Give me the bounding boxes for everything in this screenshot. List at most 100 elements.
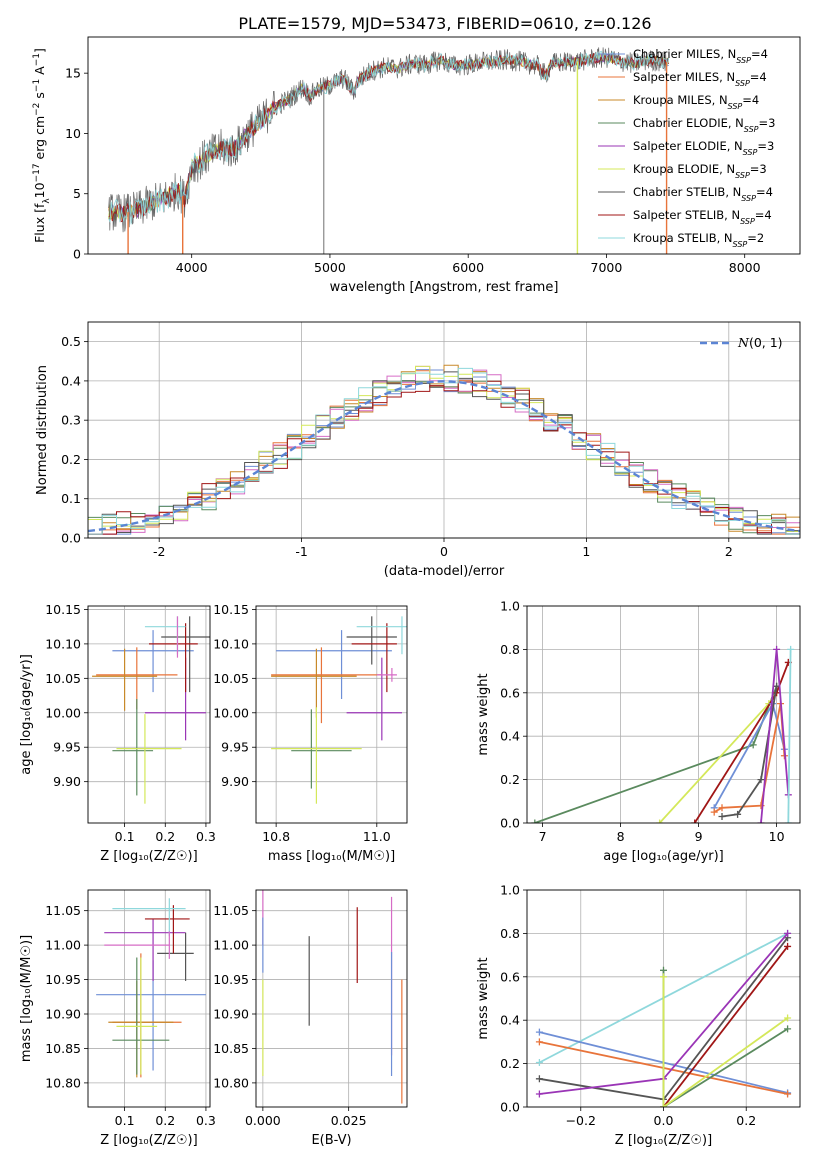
y-tick-label: 1.0 xyxy=(500,599,520,614)
chart-mass_vs_ebv: 0.000 0.025 10.80 10.85 10.90 10.95 11.00 11.05… xyxy=(213,889,408,1148)
plot-area xyxy=(92,616,210,804)
y-axis-label-part: −1 xyxy=(32,53,42,66)
y-axis-label: mass [log₁₀(M/M☉)] xyxy=(19,935,34,1062)
y-tick-label: 10.10 xyxy=(45,636,81,651)
legend-label: Chabrier STELIB, NSSP=4 xyxy=(633,185,773,203)
x-tick-label: 0.1 xyxy=(115,829,135,844)
legend-label-sub: SSP xyxy=(743,148,758,157)
x-tick-label: 0.025 xyxy=(331,1113,367,1128)
x-tick-label: 7000 xyxy=(591,260,623,275)
plot-area xyxy=(535,929,792,1107)
x-axis-label: (data-model)/error xyxy=(384,564,505,579)
legend-label: Salpeter ELODIE, NSSP=3 xyxy=(633,139,774,157)
y-tick-label: 0.0 xyxy=(500,1100,520,1115)
y-tick-label: 0.3 xyxy=(61,413,81,428)
errorbar-krou_miles xyxy=(271,648,357,718)
legend-label: N(0, 1) xyxy=(737,335,783,350)
y-axis-label: age [log₁₀(age/yr)] xyxy=(19,654,34,775)
axes-frame xyxy=(255,605,408,824)
weight-marker xyxy=(535,1028,543,1036)
errorbar-krou_miles xyxy=(92,648,158,711)
y-tick-label: 10.00 xyxy=(45,705,81,720)
weight-marker xyxy=(656,819,664,823)
y-tick-label: 11.00 xyxy=(213,938,249,953)
chart-mass_vs_Z: 0.1 0.2 0.3 10.80 10.85 10.90 10.95 11.00 11.05 Z… xyxy=(19,889,216,1148)
y-axis-label-part: −17 xyxy=(32,163,42,182)
errorbar-krou_elodie xyxy=(116,714,182,804)
errorbar-salp_miles xyxy=(271,647,382,724)
x-axis-label: Z [log₁₀(Z/Z☉)] xyxy=(615,1133,712,1148)
errorbar-krou_stelib xyxy=(356,616,407,655)
legend-label-sub: SSP xyxy=(733,240,748,249)
weight-marker xyxy=(660,973,667,981)
x-tick-label: 0.2 xyxy=(155,1113,175,1128)
spectrum-line-chab_elodie xyxy=(108,52,669,220)
weight-line-chab_elodie xyxy=(662,970,789,1107)
y-tick-label: 0.6 xyxy=(500,685,520,700)
y-tick-label: 11.05 xyxy=(213,903,249,918)
y-tick-label: 10.05 xyxy=(213,671,249,686)
errorbar-chab_stelib xyxy=(346,616,397,665)
weight-marker xyxy=(531,819,539,823)
y-tick-label: 10 xyxy=(65,126,81,141)
chart-spectrum: 4000 5000 6000 7000 8000 0 5 10 15 wavelength [An… xyxy=(32,36,801,295)
y-tick-label: 0.8 xyxy=(500,642,520,657)
y-axis-label-part: s xyxy=(32,92,47,103)
y-tick-label: 10.95 xyxy=(213,972,249,987)
x-tick-label: 5000 xyxy=(314,260,346,275)
weight-marker xyxy=(660,966,667,974)
x-axis-label: Z [log₁₀(Z/Z☉)] xyxy=(100,1133,197,1148)
y-tick-label: 0.1 xyxy=(61,491,81,506)
x-tick-label: 0 xyxy=(440,544,448,559)
y-tick-label: 10.90 xyxy=(45,1007,81,1022)
plot-area xyxy=(96,898,206,1078)
weight-marker xyxy=(757,776,765,784)
axes-frame xyxy=(255,889,408,1108)
y-tick-label: 10.00 xyxy=(213,705,249,720)
weight-marker xyxy=(773,645,781,653)
x-axis-label: Z [log₁₀(Z/Z☉)] xyxy=(100,849,197,864)
plot-area xyxy=(531,645,795,823)
weight-line-krou_stelib xyxy=(787,649,792,823)
x-tick-label: 0.000 xyxy=(245,1113,281,1128)
y-tick-label: 0.2 xyxy=(500,772,520,787)
spectrum-line-chab_miles xyxy=(108,53,669,218)
legend-label-main: Kroupa MILES, N xyxy=(633,93,728,107)
spectrum-line-salp_elodie xyxy=(108,53,669,220)
weight-line-krou_elodie xyxy=(658,692,778,823)
x-tick-label: 0.2 xyxy=(155,829,175,844)
legend-label-sub: SSP xyxy=(736,56,751,65)
y-axis-label-part: erg cm xyxy=(32,116,47,164)
legend-label-tail: =3 xyxy=(757,139,774,153)
spectrum-line-krou_miles xyxy=(108,53,670,220)
x-tick-label: 9 xyxy=(695,829,703,844)
legend-symbol: N xyxy=(737,335,750,350)
y-tick-label: 10.15 xyxy=(213,602,249,617)
weight-marker xyxy=(784,1014,792,1022)
x-tick-label: 8000 xyxy=(729,260,761,275)
weight-marker xyxy=(749,741,757,749)
y-tick-label: 10.85 xyxy=(213,1041,249,1056)
y-tick-label: 9.95 xyxy=(53,740,81,755)
weight-marker xyxy=(535,1090,543,1098)
y-tick-label: 11.00 xyxy=(45,938,81,953)
y-tick-label: 0.0 xyxy=(61,531,81,546)
legend-label: Salpeter STELIB, NSSP=4 xyxy=(633,208,772,226)
y-tick-label: 9.90 xyxy=(53,774,81,789)
legend-label-main: Kroupa STELIB, N xyxy=(633,231,733,245)
legend-label-sub: SSP xyxy=(735,171,750,180)
weight-line-krou_elodie xyxy=(662,976,789,1107)
legend-label-main: Kroupa ELODIE, N xyxy=(633,162,735,176)
weight-marker xyxy=(784,929,792,937)
legend-label-sub: SSP xyxy=(735,79,750,88)
axes-frame xyxy=(87,36,801,255)
weight-marker xyxy=(784,819,792,823)
legend-label-main: Chabrier STELIB, N xyxy=(633,185,741,199)
errorbar-chab_stelib xyxy=(157,932,194,981)
legend-label-tail: =2 xyxy=(747,231,764,245)
spectrum-line-salp_stelib xyxy=(108,53,670,223)
legend-label: Kroupa ELODIE, NSSP=3 xyxy=(633,162,767,180)
spectrum-line-krou_elodie xyxy=(108,52,670,221)
